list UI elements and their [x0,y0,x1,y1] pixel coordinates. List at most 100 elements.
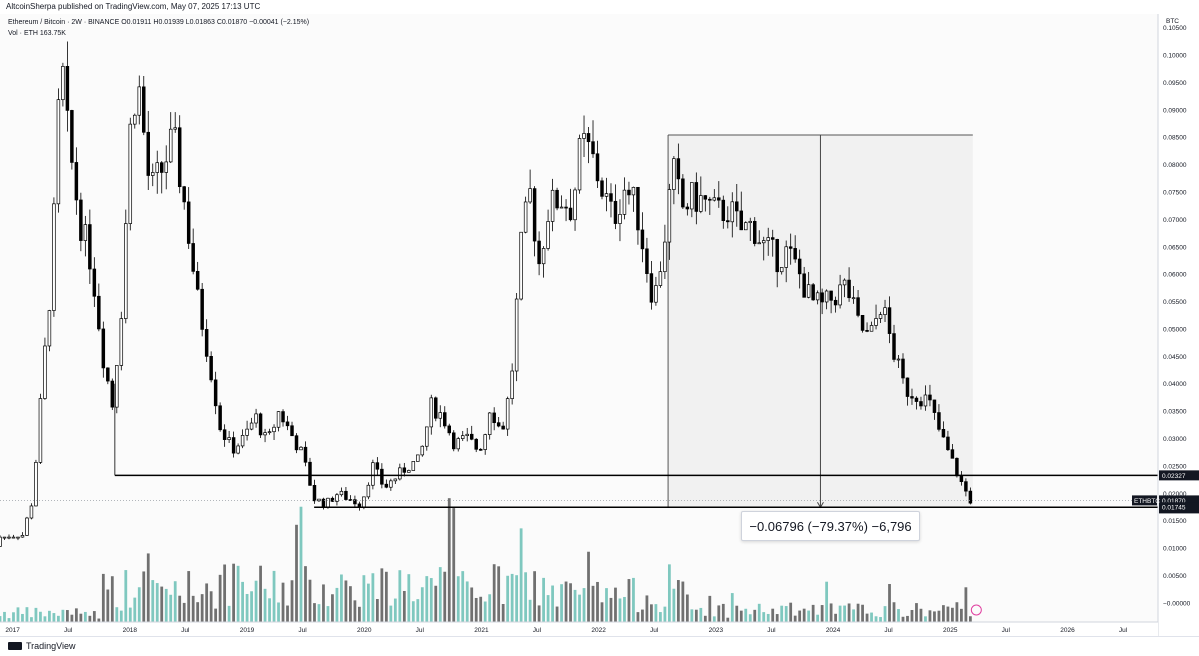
candle-body[interactable] [213,379,218,407]
candle-body[interactable] [29,505,34,519]
candle-body[interactable] [146,131,150,176]
candle-body[interactable] [964,481,968,492]
candle-body[interactable] [47,310,52,347]
candle-body[interactable] [164,161,168,173]
candle-body[interactable] [910,396,914,399]
legend-volume[interactable]: Vol · ETH 163.75K [8,30,66,37]
candle-body[interactable] [838,284,842,306]
candle-body[interactable] [115,365,119,408]
candle-body[interactable] [272,426,276,433]
candle-body[interactable] [173,127,177,130]
candle-body[interactable] [429,397,434,428]
candle-body[interactable] [770,237,775,240]
candle-body[interactable] [532,188,537,242]
candle-body[interactable] [955,457,959,477]
candle-body[interactable] [492,412,496,424]
candle-body[interactable] [447,425,451,434]
candle-body[interactable] [186,201,191,244]
candle-body[interactable] [393,478,398,482]
candle-body[interactable] [573,189,577,221]
candle-body[interactable] [97,295,101,330]
candle-body[interactable] [631,186,636,196]
candle-body[interactable] [748,220,752,224]
candle-body[interactable] [249,422,254,430]
candle-body[interactable] [546,221,550,249]
price-axis[interactable] [1158,14,1199,636]
candle-body[interactable] [487,412,492,435]
candle-body[interactable] [726,220,730,223]
candle-body[interactable] [681,178,685,208]
candle-body[interactable] [627,189,631,196]
plot-area[interactable] [0,14,1158,622]
tradingview-logo[interactable]: TradingView [8,641,76,651]
candle-body[interactable] [672,158,676,190]
candle-body[interactable] [847,279,851,299]
candle-body[interactable] [820,292,824,303]
candle-body[interactable] [155,162,159,173]
candle-body[interactable] [932,399,937,413]
candle-body[interactable] [222,429,227,440]
candle-body[interactable] [420,445,425,456]
candle-body[interactable] [285,421,290,427]
candle-body[interactable] [654,285,658,303]
candle-body[interactable] [887,307,892,334]
candle-body[interactable] [694,182,699,212]
candle-body[interactable] [883,307,887,315]
candle-body[interactable] [519,231,523,300]
candle-body[interactable] [640,229,645,250]
candle-body[interactable] [7,536,11,539]
candle-body[interactable] [110,380,115,408]
candle-body[interactable] [128,123,133,224]
candle-body[interactable] [25,517,29,536]
candle-body[interactable] [699,195,703,212]
candle-body[interactable] [658,271,663,286]
candle-body[interactable] [474,438,478,450]
candle-body[interactable] [793,248,797,260]
candle-body[interactable] [856,297,860,316]
candle-body[interactable] [478,448,483,451]
candle-body[interactable] [236,445,240,454]
candle-body[interactable] [604,193,609,197]
candle-body[interactable] [667,189,672,243]
candle-body[interactable] [407,470,411,473]
candle-body[interactable] [267,431,272,434]
candle-body[interactable] [559,206,564,209]
candle-body[interactable] [550,189,555,222]
candle-body[interactable] [609,193,613,202]
candle-body[interactable] [65,66,70,111]
candle-body[interactable] [514,298,519,372]
legend-symbol-ohlc[interactable]: Ethereum / Bitcoin · 2W · BINANCE O0.019… [8,17,309,28]
candle-body[interactable] [16,536,20,539]
candle-body[interactable] [923,394,928,407]
candle-body[interactable] [398,467,402,480]
candle-body[interactable] [168,128,173,163]
candle-body[interactable] [276,411,281,428]
candle-body[interactable] [43,345,47,399]
candle-body[interactable] [564,206,568,209]
candle-body[interactable] [416,454,420,462]
candle-body[interactable] [744,222,748,231]
candle-body[interactable] [339,490,344,496]
candle-body[interactable] [708,198,712,201]
candle-body[interactable] [622,189,627,215]
candle-body[interactable] [182,186,186,203]
candle-body[interactable] [959,475,964,483]
candle-body[interactable] [402,467,407,473]
candle-body[interactable] [38,398,43,463]
candle-body[interactable] [344,490,348,500]
candle-body[interactable] [690,182,694,210]
candle-body[interactable] [833,299,838,306]
candle-body[interactable] [613,200,618,224]
candle-body[interactable] [438,412,443,419]
candle-body[interactable] [460,435,465,439]
candle-body[interactable] [802,273,806,298]
candle-body[interactable] [501,425,505,430]
candle-body[interactable] [263,432,267,436]
candle-body[interactable] [11,536,16,539]
candle-body[interactable] [968,490,973,504]
candle-body[interactable] [811,284,815,301]
candle-body[interactable] [649,273,654,303]
candle-body[interactable] [469,433,474,440]
candle-body[interactable] [860,314,865,331]
candle-body[interactable] [586,133,591,143]
